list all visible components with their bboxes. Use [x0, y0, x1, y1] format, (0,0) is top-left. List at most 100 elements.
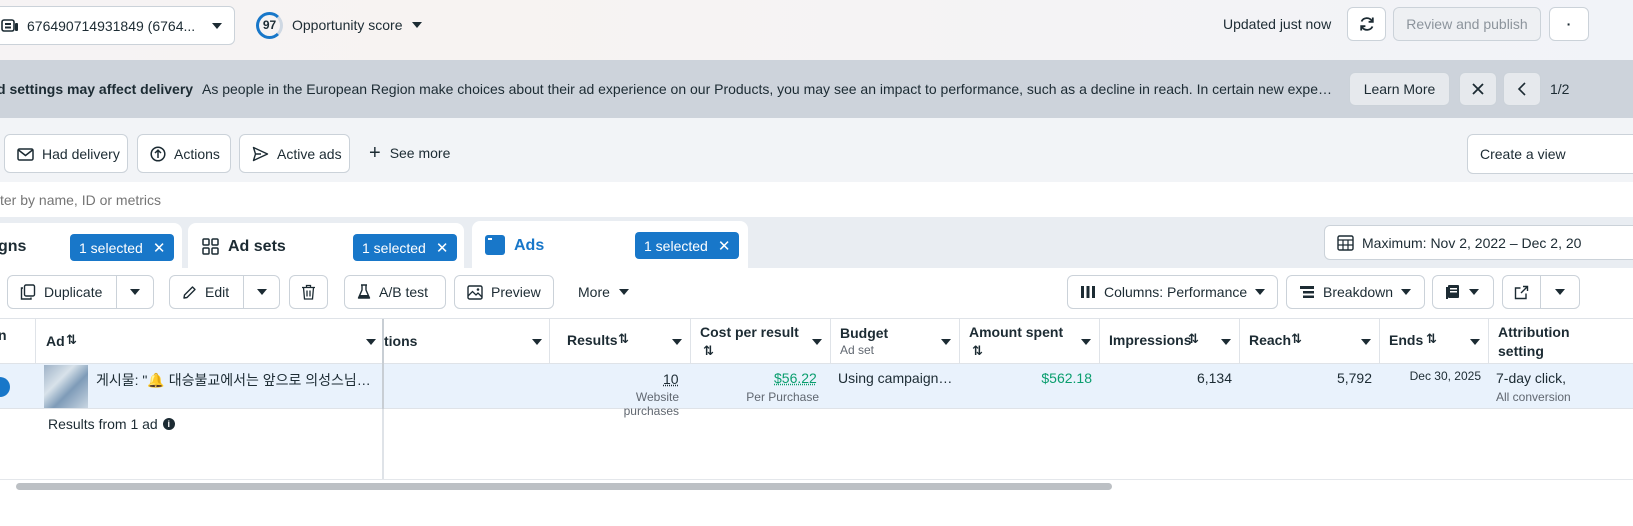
results-summary-label: Results from 1 ad	[48, 416, 158, 432]
preview-label: Preview	[491, 284, 541, 300]
ad-name[interactable]: 게시물: "🔔 대승불교에서는 앞으로 의성스님…	[96, 372, 371, 388]
chevron-down-icon[interactable]	[532, 339, 542, 345]
chevron-down-icon[interactable]	[941, 339, 951, 345]
column-header-reach[interactable]: Reach ⇅	[1240, 319, 1380, 364]
preview-button[interactable]: Preview	[454, 275, 554, 309]
tab-ads[interactable]: Ads 1 selected ✕	[472, 221, 748, 269]
search-input[interactable]	[0, 188, 800, 212]
results-summary: Results from 1 ad i	[48, 416, 175, 432]
account-selector[interactable]: 676490714931849 (6764...	[0, 6, 235, 45]
column-header-off-on[interactable]: n	[0, 319, 36, 364]
amount-spent-value: $562.18	[1041, 370, 1092, 386]
export-dropdown-button[interactable]	[1540, 275, 1580, 309]
close-icon[interactable]: ✕	[717, 237, 731, 255]
tab-ad-sets[interactable]: Ad sets 1 selected ✕	[188, 223, 464, 269]
filter-active-ads-label: Active ads	[277, 145, 342, 162]
edit-button[interactable]: Edit	[169, 275, 244, 309]
ab-test-button[interactable]: A/B test	[344, 275, 446, 309]
reach-value: 5,792	[1336, 370, 1372, 386]
adsets-selected-pill[interactable]: 1 selected ✕	[353, 234, 458, 261]
plus-icon: +	[369, 142, 381, 164]
column-header-amount-spent[interactable]: Amount spent ⇅	[960, 319, 1100, 364]
column-header-cost-per-result[interactable]: Cost per result ⇅	[691, 319, 831, 364]
campaigns-selected-label: 1 selected	[79, 239, 143, 256]
duplicate-dropdown-button[interactable]	[116, 275, 154, 309]
edit-label: Edit	[205, 284, 230, 300]
reports-button[interactable]	[1432, 275, 1494, 309]
chevron-down-icon	[618, 289, 629, 295]
column-header-sublabel: Ad set	[840, 343, 875, 357]
column-header-ad[interactable]: Ad ⇅	[36, 319, 384, 364]
opportunity-score[interactable]: 97 Opportunity score	[256, 11, 422, 39]
column-header-label: setting	[1498, 343, 1544, 359]
grid-icon	[202, 238, 219, 255]
tab-ads-label: Ads	[514, 237, 545, 254]
tab-campaigns[interactable]: gns 1 selected ✕	[0, 223, 182, 269]
tab-ad-sets-label: Ad sets	[228, 238, 286, 255]
column-header-attribution[interactable]: Attribution setting	[1489, 319, 1633, 364]
duplicate-button[interactable]: Duplicate	[7, 275, 117, 309]
image-icon	[467, 284, 483, 300]
chevron-down-icon[interactable]	[1221, 339, 1231, 345]
breakdown-label: Breakdown	[1323, 284, 1394, 300]
more-button[interactable]: More	[578, 284, 629, 300]
table-bottom-border	[0, 479, 1633, 480]
column-header-impressions[interactable]: Impressions ⇅	[1100, 319, 1240, 364]
close-icon[interactable]: ✕	[152, 239, 166, 257]
breakdown-button[interactable]: Breakdown	[1286, 275, 1425, 309]
column-header-results[interactable]: Results ⇅	[550, 319, 691, 364]
review-publish-button[interactable]: Review and publish	[1393, 7, 1541, 41]
export-button[interactable]	[1502, 275, 1541, 309]
close-icon[interactable]: ✕	[435, 239, 449, 257]
horizontal-scrollbar[interactable]	[16, 483, 1112, 490]
chevron-down-icon[interactable]	[1470, 339, 1480, 345]
sort-icon: ⇅	[1291, 331, 1302, 346]
close-banner-button[interactable]	[1459, 72, 1497, 106]
column-header-budget[interactable]: Budget Ad set	[831, 319, 960, 364]
toggle-switch[interactable]	[0, 377, 10, 397]
chevron-down-icon[interactable]	[672, 339, 682, 345]
filter-active-ads[interactable]: Active ads	[239, 134, 350, 173]
campaigns-selected-pill[interactable]: 1 selected ✕	[70, 234, 175, 261]
chevron-down-icon	[256, 289, 267, 295]
edit-dropdown-button[interactable]	[243, 275, 280, 309]
ends-value: Dec 30, 2025	[1409, 369, 1481, 383]
chevron-down-icon[interactable]	[1081, 339, 1091, 345]
breakdown-icon	[1299, 285, 1315, 299]
chevron-down-icon	[1401, 289, 1412, 295]
date-range-picker[interactable]: Maximum: Nov 2, 2022 – Dec 2, 20	[1324, 225, 1633, 260]
column-header-label: Impressions	[1109, 332, 1192, 348]
filter-had-delivery[interactable]: Had delivery	[4, 134, 128, 173]
frozen-column-divider	[382, 409, 384, 479]
sort-icon: ⇅	[1426, 331, 1437, 346]
filter-actions[interactable]: Actions	[137, 134, 231, 173]
previous-notice-button[interactable]	[1503, 72, 1541, 106]
send-icon	[252, 146, 269, 162]
chevron-down-icon	[130, 289, 140, 295]
columns-button[interactable]: Columns: Performance	[1067, 275, 1278, 309]
column-header-actions[interactable]: tions	[384, 319, 550, 364]
ab-test-label: A/B test	[379, 284, 429, 300]
chevron-down-icon[interactable]	[1361, 339, 1371, 345]
chevron-down-icon[interactable]	[812, 339, 822, 345]
duplicate-icon	[20, 284, 36, 300]
calendar-icon	[1337, 234, 1354, 251]
info-icon[interactable]: i	[162, 418, 175, 430]
frozen-divider	[382, 364, 384, 409]
refresh-button[interactable]	[1347, 7, 1386, 41]
create-view-button[interactable]: Create a view	[1467, 134, 1633, 174]
see-more-label: See more	[389, 145, 451, 161]
filter-had-delivery-label: Had delivery	[42, 145, 120, 162]
see-more-filters[interactable]: + See more	[369, 142, 451, 164]
column-header-label: Amount spent	[969, 324, 1064, 340]
results-value[interactable]: 10	[663, 371, 679, 387]
table-row[interactable]: 게시물: "🔔 대승불교에서는 앞으로 의성스님… 10 Website pur…	[0, 364, 1633, 418]
learn-more-button[interactable]: Learn More	[1349, 72, 1450, 106]
more-options-button[interactable]: ·	[1549, 7, 1589, 41]
chevron-down-icon[interactable]	[366, 339, 376, 345]
ads-selected-pill[interactable]: 1 selected ✕	[635, 232, 740, 259]
column-header-ends[interactable]: Ends ⇅	[1380, 319, 1489, 364]
cost-per-result-value[interactable]: $56.22	[774, 370, 817, 386]
delete-button[interactable]	[289, 275, 328, 309]
table-header-frozen: n Ad ⇅	[0, 318, 384, 364]
